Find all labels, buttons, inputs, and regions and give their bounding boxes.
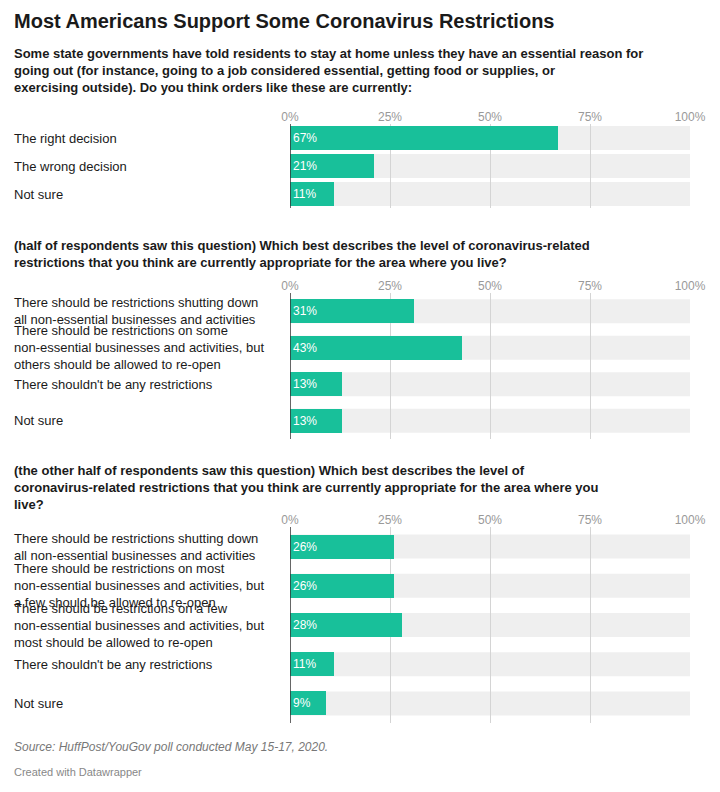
- svg-text:Most Americans Support Some Co: Most Americans Support Some Coronavirus …: [14, 10, 554, 32]
- svg-text:13%: 13%: [293, 414, 317, 428]
- svg-text:100%: 100%: [675, 110, 706, 124]
- svg-text:28%: 28%: [293, 618, 317, 632]
- svg-text:0%: 0%: [281, 513, 299, 527]
- svg-text:75%: 75%: [578, 110, 602, 124]
- svg-text:Not sure: Not sure: [14, 187, 63, 202]
- svg-text:0%: 0%: [281, 279, 299, 293]
- svg-text:75%: 75%: [578, 279, 602, 293]
- svg-text:There should be restrictions s: There should be restrictions shutting do…: [14, 295, 258, 327]
- svg-text:25%: 25%: [378, 279, 402, 293]
- svg-text:100%: 100%: [675, 279, 706, 293]
- svg-text:Source: HuffPost/YouGov poll c: Source: HuffPost/YouGov poll conducted M…: [14, 740, 328, 754]
- svg-text:There shouldn't be any restric: There shouldn't be any restrictions: [14, 657, 213, 672]
- svg-text:21%: 21%: [293, 159, 317, 173]
- svg-text:0%: 0%: [281, 110, 299, 124]
- svg-text:There should be restrictions o: There should be restrictions on somenon-…: [14, 323, 264, 372]
- svg-text:26%: 26%: [293, 540, 317, 554]
- svg-text:(the other half of respondents: (the other half of respondents saw this …: [14, 463, 598, 512]
- svg-text:11%: 11%: [293, 657, 316, 671]
- svg-text:13%: 13%: [293, 377, 317, 391]
- svg-text:11%: 11%: [293, 187, 316, 201]
- svg-text:26%: 26%: [293, 579, 317, 593]
- svg-text:(half of respondents saw this: (half of respondents saw this question) …: [14, 238, 590, 270]
- svg-text:Not sure: Not sure: [14, 413, 63, 428]
- svg-text:The wrong decision: The wrong decision: [14, 159, 127, 174]
- svg-text:The right decision: The right decision: [14, 131, 117, 146]
- svg-text:Created with Datawrapper: Created with Datawrapper: [14, 766, 142, 778]
- svg-text:43%: 43%: [293, 341, 317, 355]
- svg-text:31%: 31%: [293, 304, 317, 318]
- svg-text:50%: 50%: [478, 279, 502, 293]
- svg-text:Not sure: Not sure: [14, 696, 63, 711]
- svg-text:Some state governments have to: Some state governments have told residen…: [14, 46, 643, 95]
- svg-text:50%: 50%: [478, 110, 502, 124]
- svg-text:There shouldn't be any restric: There shouldn't be any restrictions: [14, 377, 213, 392]
- svg-text:There should be restrictions o: There should be restrictions on mostnon-…: [14, 561, 264, 610]
- svg-text:There should be restrictions s: There should be restrictions shutting do…: [14, 531, 258, 563]
- svg-text:25%: 25%: [378, 513, 402, 527]
- svg-text:There should be restrictions o: There should be restrictions on a fewnon…: [14, 601, 264, 650]
- svg-text:25%: 25%: [378, 110, 402, 124]
- svg-text:100%: 100%: [675, 513, 706, 527]
- svg-text:67%: 67%: [293, 131, 317, 145]
- svg-text:50%: 50%: [478, 513, 502, 527]
- svg-text:75%: 75%: [578, 513, 602, 527]
- svg-text:9%: 9%: [293, 696, 311, 710]
